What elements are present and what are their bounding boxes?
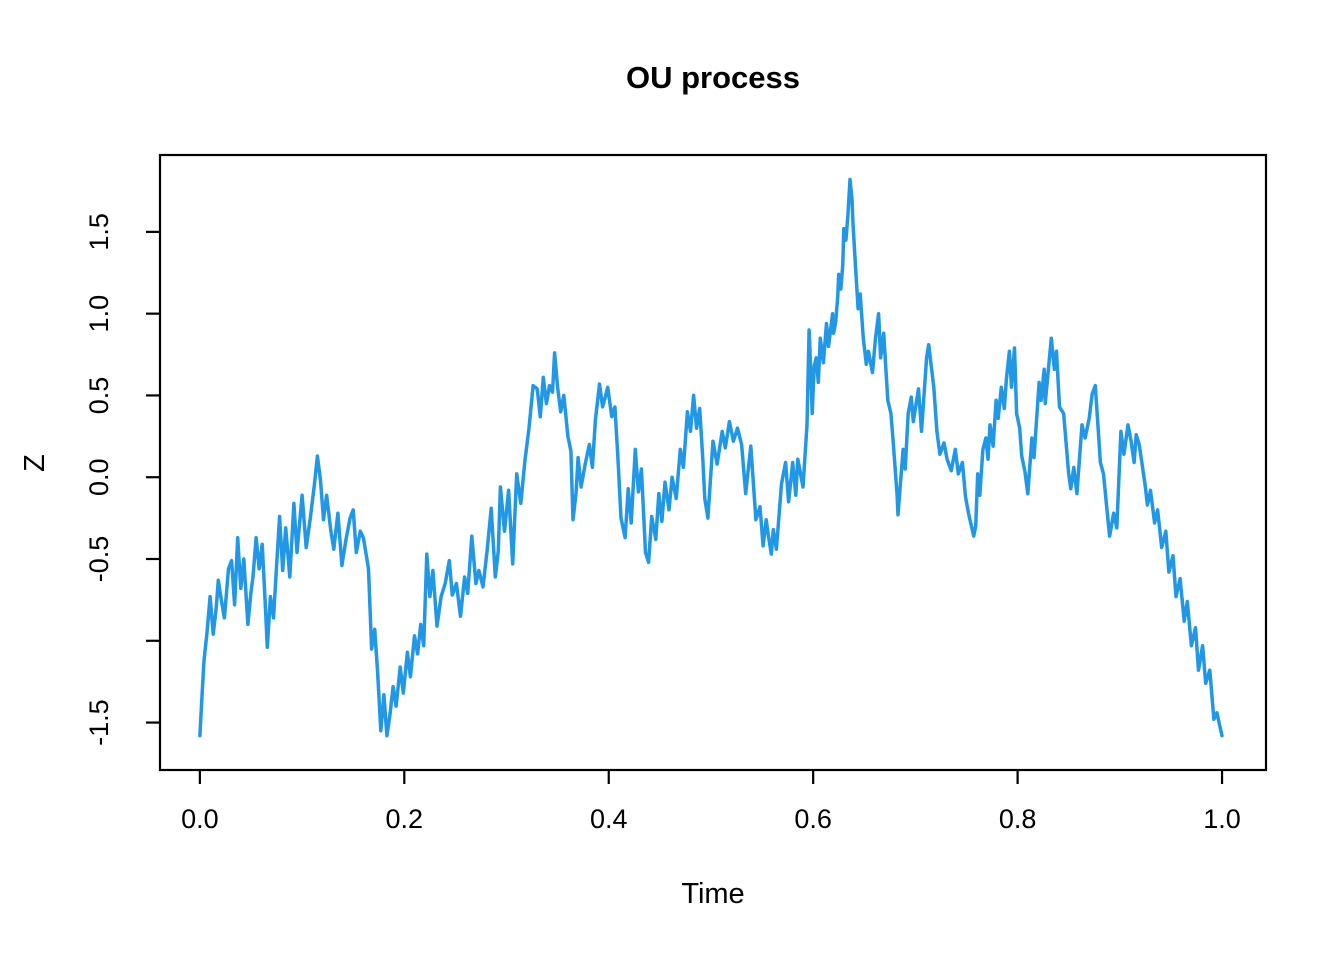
x-axis-label: Time [681, 878, 744, 910]
y-tick-label: -0.5 [84, 536, 114, 583]
ou-series-line [198, 177, 1224, 738]
y-tick-label: 1.0 [84, 295, 114, 333]
y-axis-ticks: 1.5 1.0 0.5 0.0 -0.5 -1.5 [84, 213, 160, 746]
y-tick-label: 0.5 [84, 377, 114, 415]
x-tick-label: 0.6 [794, 804, 832, 834]
y-axis-label: Z [19, 454, 51, 472]
x-tick-label: 1.0 [1203, 804, 1241, 834]
x-tick-label: 0.4 [590, 804, 628, 834]
x-tick-label: 0.2 [386, 804, 424, 834]
plot-box [158, 153, 1268, 772]
y-tick-label: 1.5 [84, 213, 114, 251]
y-tick-label: 0.0 [84, 458, 114, 496]
chart-title: OU process [626, 60, 800, 95]
x-axis-ticks: 0.0 0.2 0.4 0.6 0.8 1.0 [181, 770, 1241, 834]
x-tick-label: 0.8 [999, 804, 1037, 834]
x-tick-label: 0.0 [181, 804, 219, 834]
y-tick-label: -1.5 [84, 699, 114, 746]
